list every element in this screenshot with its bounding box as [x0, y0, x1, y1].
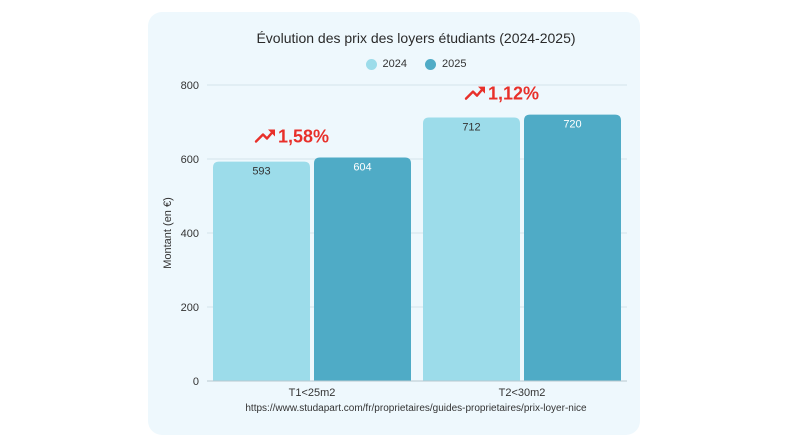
legend-label-2024: 2024 [382, 58, 407, 70]
legend-label-2025: 2025 [442, 58, 467, 70]
bar-2024-0 [213, 161, 310, 381]
x-tick-label: T2<30m2 [499, 387, 546, 399]
y-tick-label: 400 [181, 228, 199, 240]
source-url: https://www.studapart.com/fr/proprietair… [245, 403, 587, 414]
legend-item-2025: 2025 [425, 58, 466, 70]
bar-2024-1 [423, 117, 520, 381]
x-tick-label: T1<25m2 [289, 387, 336, 399]
data-label: 712 [462, 122, 480, 134]
legend-item-2024: 2024 [365, 58, 407, 70]
data-label: 593 [252, 166, 270, 178]
legend-swatch-2025 [425, 58, 436, 70]
change-annotation: 1,12% [488, 84, 539, 104]
data-label: 604 [353, 162, 371, 174]
y-tick-label: 600 [181, 154, 199, 166]
y-tick-label: 0 [193, 376, 199, 388]
y-tick-label: 800 [181, 80, 199, 92]
chart-title: Évolution des prix des loyers étudiants … [256, 30, 576, 46]
data-label: 720 [563, 119, 581, 131]
trend-up-icon [464, 86, 485, 100]
bar-2025-0 [314, 157, 411, 381]
trend-up-icon [254, 129, 275, 143]
change-annotation: 1,58% [278, 127, 329, 147]
chart-legend: 2024 2025 [148, 58, 684, 70]
bar-2025-1 [524, 114, 621, 381]
legend-swatch-2024 [365, 58, 377, 70]
y-tick-label: 200 [181, 302, 199, 314]
